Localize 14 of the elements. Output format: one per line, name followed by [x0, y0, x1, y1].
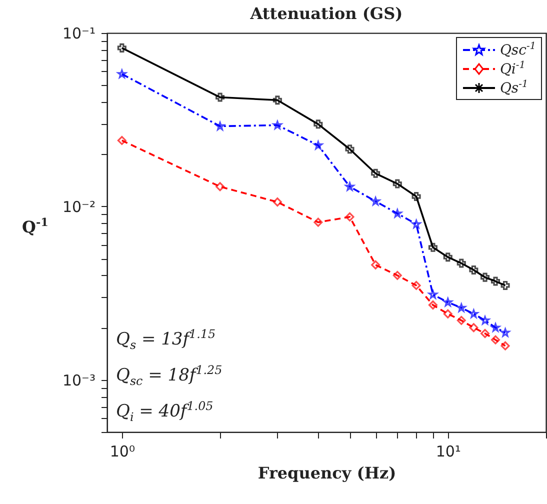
y-axis-title: Q$^{-1}$ — [22, 215, 48, 236]
legend-label: Qs$^{-1}$ — [500, 78, 528, 96]
legend-label: Qi$^{-1}$ — [500, 60, 526, 78]
y-tick-label: 10⁻² — [62, 198, 96, 216]
y-tick-label: 10⁻¹ — [62, 24, 96, 42]
annotation: Q$_{s}$ = 13f$^{1.15}$ — [116, 326, 217, 354]
y-tick-label: 10⁻³ — [62, 371, 96, 390]
chart-title: Attenuation (GS) — [249, 4, 403, 23]
annotation: Q$_{sc}$ = 18f$^{1.25}$ — [116, 362, 222, 390]
x-axis-title: Frequency (Hz) — [258, 464, 396, 482]
x-tick-label: 10¹ — [436, 442, 461, 460]
x-tick-label: 10⁰ — [110, 442, 135, 460]
annotation: Q$_{i}$ = 40f$^{1.05}$ — [116, 398, 214, 426]
legend-label: Qsc$^{-1}$ — [500, 40, 536, 58]
